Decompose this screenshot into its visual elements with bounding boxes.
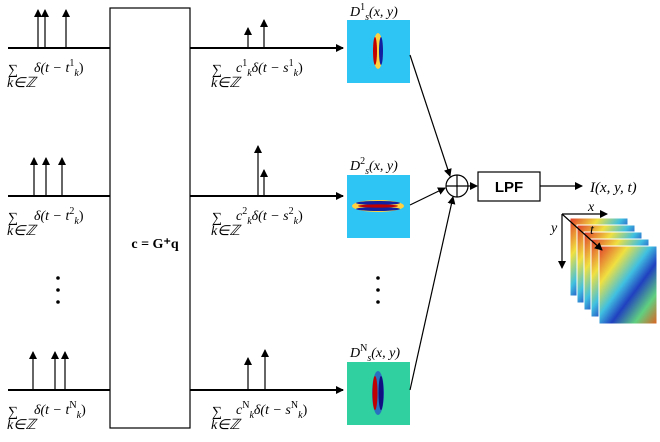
formula-part: δ(t − t <box>34 61 71 76</box>
sum-index: k∈ℤ <box>7 224 38 239</box>
coef-block <box>110 8 190 428</box>
sum-index: k∈ℤ <box>211 418 242 433</box>
sum-node <box>446 175 468 197</box>
formula-part: (x, y) <box>369 159 398 174</box>
video-frames <box>570 218 657 324</box>
output-formula: c1kδ(t − s1k) <box>236 58 303 79</box>
formula-part: N <box>242 400 249 411</box>
diagram: c = G⁺q LPF I(x, y, t) x y t ∑k∈ℤδ(t − t… <box>0 0 660 442</box>
formula-part: δ(t − s <box>252 209 290 224</box>
formula-part: δ(t − t <box>34 403 71 418</box>
block-label: c = G⁺q <box>131 237 178 252</box>
output-formula: c2kδ(t − s2k) <box>236 206 303 227</box>
formula-part: N <box>291 400 298 411</box>
sum-index: k∈ℤ <box>211 76 242 91</box>
ellipsis <box>56 276 380 304</box>
input-formula: δ(t − t2k) <box>34 206 84 227</box>
axis-y-label: y <box>549 221 558 236</box>
formula-part: N <box>69 400 76 411</box>
filter-label: D1s(x, y) <box>349 2 398 23</box>
input-formula: δ(t − tNk) <box>34 400 86 421</box>
sum-index: k∈ℤ <box>211 224 242 239</box>
formula-part: ) <box>303 403 308 418</box>
axis-x-label: x <box>587 200 595 215</box>
sum-index: k∈ℤ <box>7 76 38 91</box>
output-formula: cNkδ(t − sNk) <box>236 400 308 421</box>
lpf-label: LPF <box>495 179 523 196</box>
sum-index: k∈ℤ <box>7 418 38 433</box>
formula-part: δ(t − s <box>252 61 290 76</box>
formula-part: (x, y) <box>371 346 400 361</box>
input-formula: δ(t − t1k) <box>34 58 84 79</box>
formula-part: D <box>349 346 360 361</box>
formula-part: D <box>349 5 360 20</box>
output-label: I(x, y, t) <box>589 180 637 196</box>
filter-label: DNs(x, y) <box>349 343 400 364</box>
formula-part: ) <box>79 209 84 224</box>
sum-arrows <box>410 55 453 390</box>
formula-part: ) <box>298 61 303 76</box>
formula-part: δ(t − s <box>254 403 292 418</box>
formula-part: (x, y) <box>369 5 398 20</box>
formula-part: δ(t − t <box>34 209 71 224</box>
formula-part: ) <box>298 209 303 224</box>
filter-images <box>347 20 410 425</box>
formula-part: ) <box>81 403 86 418</box>
formula-part: ) <box>79 61 84 76</box>
formula-part: D <box>349 159 360 174</box>
filter-label: D2s(x, y) <box>349 156 398 177</box>
formula-part: N <box>360 343 367 354</box>
